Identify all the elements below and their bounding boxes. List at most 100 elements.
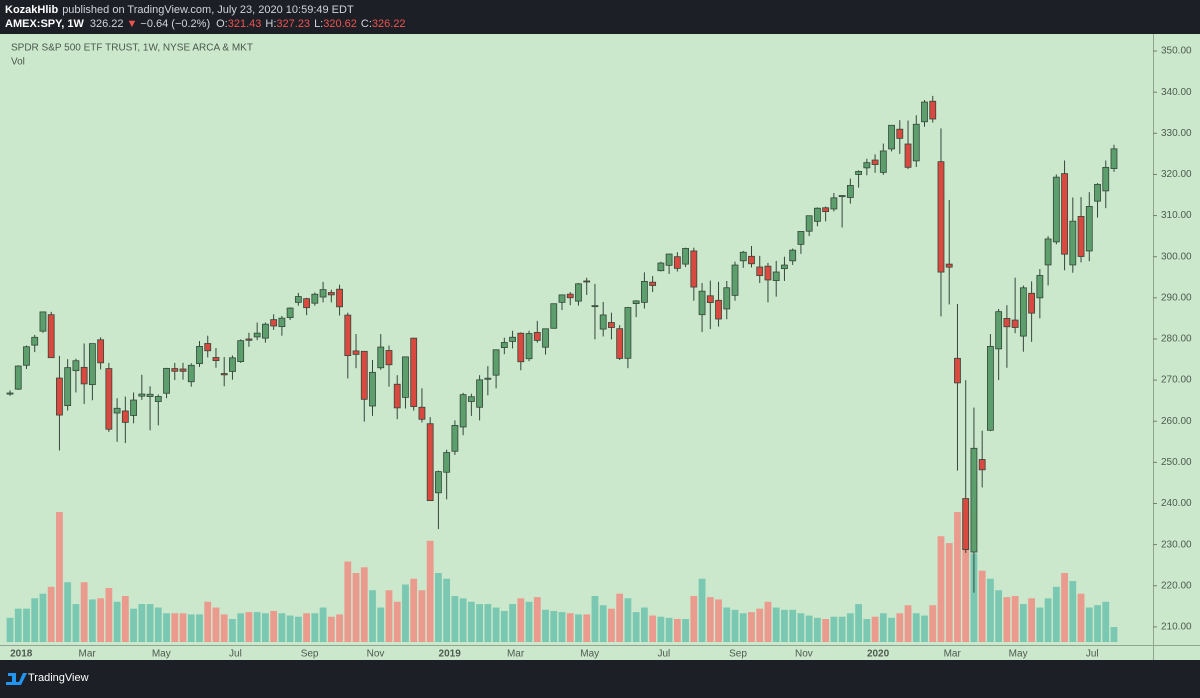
candle [575,283,582,306]
candle-body [385,350,393,366]
volume-bar [608,608,615,642]
candle-body [187,364,195,383]
candle [855,170,862,188]
candle-body [904,143,912,168]
x-tick-label: Jul [1086,649,1099,660]
candle-body [657,262,665,272]
candle [1069,197,1077,273]
candle [64,359,72,411]
candle-body [1069,220,1077,266]
candle-body [888,124,895,150]
candle-body [649,281,657,286]
volume-bar [352,573,360,642]
volume-bar [558,612,566,642]
candle [904,120,912,170]
candle [542,328,549,355]
candle [723,280,731,320]
candle [352,334,360,369]
y-tick-label: 260.00 [1161,416,1192,427]
candle-body [764,265,772,281]
candle-body [196,346,203,365]
candle-body [80,366,88,385]
ohlc-label: L: [314,18,323,30]
candle [270,314,278,330]
candle [286,307,294,321]
volume-bar [1011,596,1019,642]
candle [121,396,129,444]
candle-body [88,343,96,386]
volume-bar [451,596,459,642]
candle-body [212,357,220,362]
candle-body [336,288,343,308]
candle [1052,174,1060,245]
volume-bar [294,616,302,642]
candle [336,284,343,316]
volume-bar [509,604,516,642]
volume-bar [879,613,887,642]
volume-bar [1077,593,1085,642]
candle-body [130,399,137,416]
candle [187,363,195,387]
candle-body [278,317,286,328]
volume-bar [204,601,212,642]
y-tick-label: 250.00 [1161,457,1192,468]
y-tick-label: 220.00 [1161,580,1192,591]
candle-body [509,336,516,342]
volume-bar [673,619,681,642]
candle-body [344,314,352,357]
y-tick-label: 270.00 [1161,375,1192,386]
candle-body [467,396,475,402]
volume-bar [904,605,912,642]
volume-bar [377,607,385,642]
x-tick-label: Nov [367,649,385,660]
candle-body [1028,292,1036,314]
volume-bar [286,615,294,642]
ohlc-value: 320.62 [323,18,357,30]
y-tick-label: 280.00 [1161,334,1192,345]
candle [772,260,780,297]
candle-body [500,342,508,349]
candle-body [566,293,574,299]
candle [1110,144,1118,172]
candle [1094,183,1101,218]
volume-bar [871,616,879,642]
volume-bar [657,616,665,642]
candle [369,359,376,416]
candle [509,330,516,349]
candle-body [772,271,780,281]
candle [970,407,978,593]
x-tick-label: Jul [657,649,670,660]
volume-bar [706,597,714,642]
candle-body [665,253,673,266]
candle [138,374,146,400]
candle-body [550,303,558,329]
candle-body [113,407,121,414]
volume-bar [805,615,813,642]
candle-body [632,300,640,304]
volume-bar [1069,581,1077,642]
x-tick-label: 2020 [867,649,890,660]
volume-bar [550,610,558,642]
volume-bar [311,613,319,642]
volume-bar [1044,598,1052,642]
volume-bar [443,578,451,642]
candle [476,375,484,421]
candle [426,417,434,502]
candle [624,306,632,369]
candle-body [179,368,187,372]
volume-bar [97,598,105,642]
plot [6,95,1118,642]
candle-body [756,266,764,277]
volume-bar [1110,627,1118,642]
direction: ▼ [127,18,138,30]
volume-bar [426,540,434,642]
candle-body [245,338,253,341]
volume-bar [6,617,14,642]
candle [558,294,566,311]
candle-body [286,307,294,318]
volume-bar [937,536,945,642]
volume-bar [500,610,508,642]
volume-bar [146,604,154,642]
volume-bar [245,612,253,642]
volume-bar [756,608,764,642]
